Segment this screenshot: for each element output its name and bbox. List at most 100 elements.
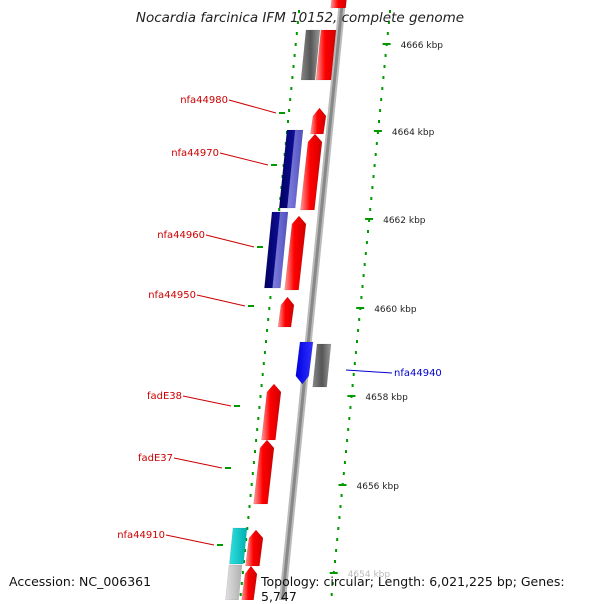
right-track-dot [375,142,378,145]
right-track-dot [389,10,391,13]
gene-features [225,0,347,600]
forward-cds-feature [315,29,337,81]
right-track-dot [373,164,376,167]
backbone-line [281,0,344,600]
right-track-dot [335,549,338,552]
forward-cds-feature [310,107,327,135]
label-leader-line [182,395,232,407]
right-track-dot [365,241,368,244]
left-track-dot [298,10,300,13]
label-tick [225,467,231,469]
label-leader-line [219,152,269,166]
left-track-dot [291,76,294,79]
ruler-label: 4658 kbp [365,393,408,403]
gene-label-fadE37: fadE37 [138,453,173,464]
left-track-dot [255,439,258,442]
right-track-dot [363,263,366,266]
label-tick [257,246,263,248]
left-track-dot [251,472,254,475]
left-track-dot [257,417,260,420]
gene-label-nfa44950: nfa44950 [148,290,196,301]
left-track-dot [239,593,242,596]
right-track-dot [360,296,363,299]
left-track-dot [265,340,267,343]
right-track-dot [337,527,340,530]
gene-label-nfa44980: nfa44980 [180,95,228,106]
map-title: Nocardia farcinica IFM 10152, complete g… [135,10,465,26]
left-track-dot [254,450,256,453]
left-track-dot [261,373,264,376]
ruler-label: 4656 kbp [357,482,400,492]
right-track-dot [346,439,349,442]
right-track-dot [340,494,343,497]
forward-cds-feature [253,439,275,505]
forward-cds-feature [245,529,264,567]
right-track-dot [361,285,364,288]
reverse-cds-feature [295,341,314,385]
ruler-label: 4666 kbp [401,41,444,51]
forward-alt-feature [286,129,304,209]
right-track-dot [358,318,361,321]
left-track-dot [278,208,281,211]
right-track-dot [343,461,346,464]
left-track-dot [262,362,265,365]
left-track-dot [290,87,293,90]
right-track-dot [348,417,351,420]
right-track-dot [342,472,345,475]
label-leader-line [345,369,393,374]
left-track-dot [293,54,296,57]
gene-label-nfa44960: nfa44960 [157,230,205,241]
right-track-dot [334,560,336,563]
label-tick [279,112,285,114]
forward-cds-feature [284,215,307,291]
right-track-dot [384,54,387,57]
pseudogene-feature [300,29,321,81]
forward-alt-feature [272,211,289,289]
left-track-dot [267,318,270,321]
right-track-dot [362,274,365,277]
gene-label-nfa44970: nfa44970 [171,148,219,159]
gene-labels: nfa44980 nfa44970 nfa44960 nfa44950 nfa44940… [117,95,442,546]
ruler-label: 4662 kbp [383,216,426,226]
forward-cds-feature [241,565,258,600]
right-track-dot [379,109,382,112]
forward-cds-feature [261,383,282,441]
left-track-dot [258,406,261,409]
forward-cds-feature [330,0,347,9]
right-track-dot [370,197,373,200]
left-track-dot [295,32,298,35]
left-track-dot [288,109,291,112]
right-track-dot [376,131,379,134]
right-track-dot [386,32,389,35]
left-track-dot [247,516,250,519]
left-track-dot [289,98,292,101]
right-track-dot [372,175,375,178]
right-track-dot [374,153,377,156]
gene-label-nfa44910: nfa44910 [117,530,165,541]
right-track-dot [382,76,385,79]
right-track-dot [349,406,352,409]
left-track-dot [294,43,297,46]
right-track-dot [345,450,347,453]
left-track-dot [259,395,262,398]
forward-cds-feature [277,296,295,328]
right-track-dot [352,373,355,376]
right-track-dot [330,593,333,596]
right-track-dot [371,186,374,189]
ruler-label: 4654 kbp [348,570,391,580]
left-track-dot [266,329,269,332]
right-track-dot [357,329,360,332]
label-leader-line [165,534,215,546]
label-tick [234,405,240,407]
pseudogene-feature [312,343,332,388]
ruler-label: 4664 kbp [392,128,435,138]
forward-cds-feature [300,133,323,211]
right-track-dot [368,219,371,222]
left-track-dot [250,483,253,486]
label-tick [217,544,223,546]
right-track-dot [347,428,350,431]
left-track-dot [246,527,249,530]
label-leader-line [173,457,223,469]
gene-label-nfa44940: nfa44940 [394,368,442,379]
